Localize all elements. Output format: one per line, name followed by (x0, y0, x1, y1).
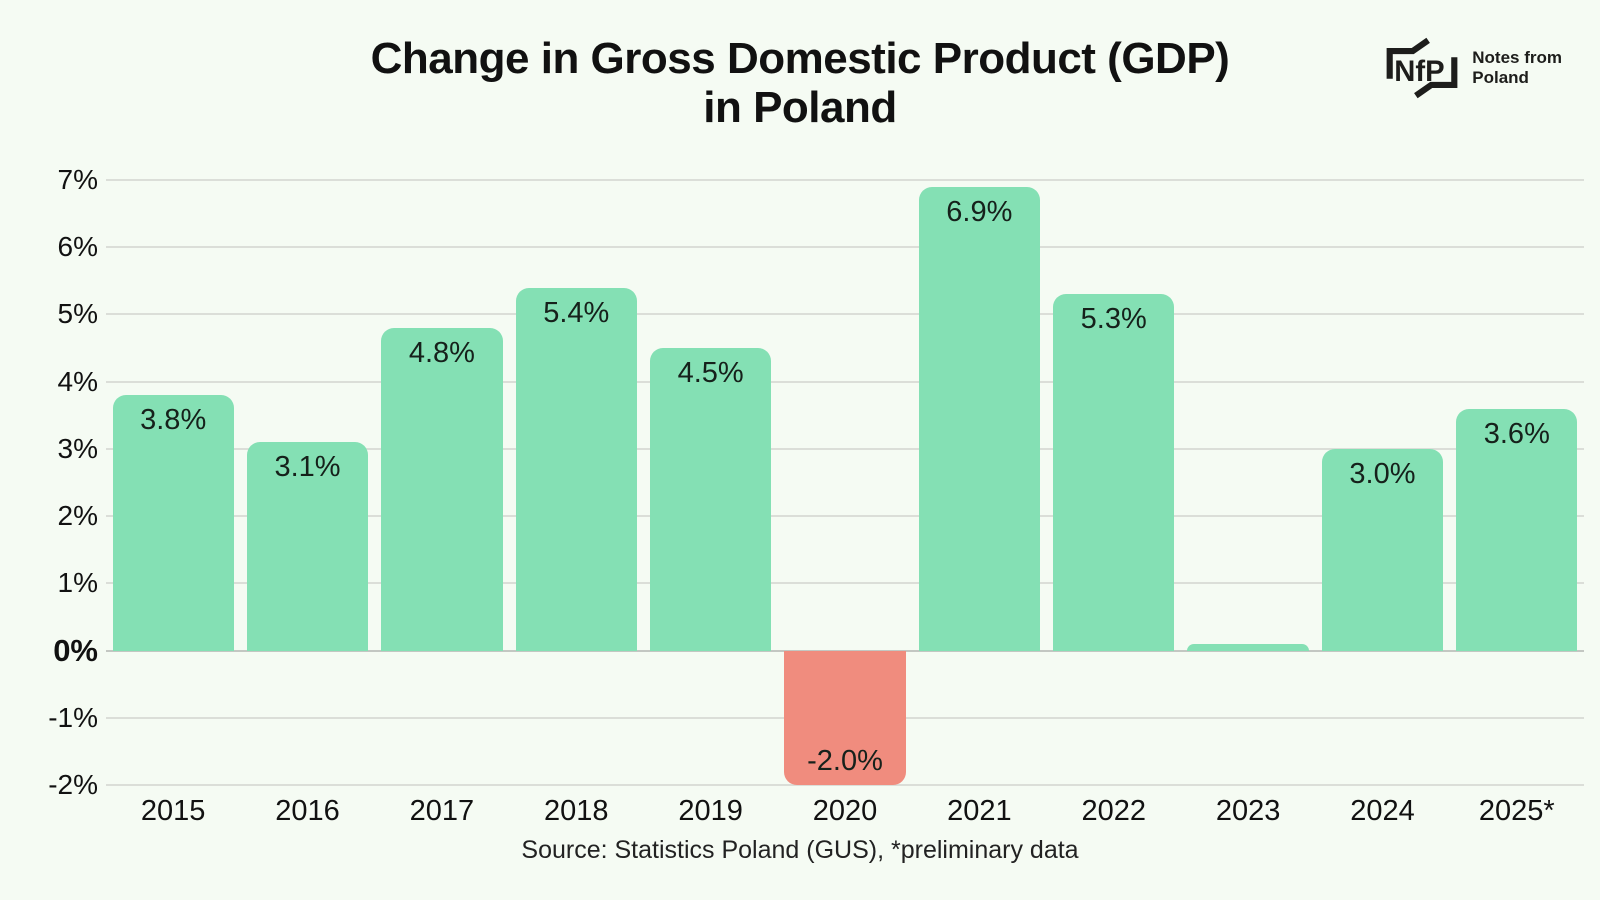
bar-2024: 3.0% (1321, 448, 1444, 651)
x-tick-label-2018: 2018 (544, 795, 609, 827)
y-axis-labels: 7% 6% 5% 4% 3% 2% 1% 0% -1% -2% (0, 164, 98, 800)
bar-value-label: 6.9% (946, 195, 1013, 228)
x-tick-label-2024: 2024 (1350, 795, 1415, 827)
page-title: Change in Gross Domestic Product (GDP) in… (0, 34, 1600, 133)
x-tick-label-2020: 2020 (812, 795, 878, 827)
x-tick-label-2019: 2019 (678, 795, 743, 827)
y-tick-label: 6% (57, 231, 98, 263)
bar-2025*: 3.6% (1456, 408, 1578, 651)
x-tick-label-2015: 2015 (140, 795, 206, 827)
y-tick-label: -1% (48, 701, 98, 733)
bar-2015: 3.8% (112, 395, 234, 651)
gridline (106, 447, 1584, 450)
y-tick-label: 1% (57, 567, 98, 599)
bar-2020: -2.0% (784, 650, 906, 785)
plot-area: 3.8% 3.1% 4.8% 5.4% 4.5% -2.0% 6.9% 5.3% 3.0% 3.6… (106, 179, 1584, 786)
x-axis-labels: 2015 2016 2017 2018 2019 2020 2021 2022 2023 2024… (106, 787, 1584, 831)
gridline (106, 582, 1584, 585)
gridline (106, 515, 1584, 518)
bar-2019: 4.5% (649, 348, 772, 651)
page-title-line2: in Poland (703, 83, 897, 133)
y-tick-label: 4% (57, 365, 98, 397)
bar-2021: 6.9% (918, 186, 1041, 651)
bar-2023 (1187, 643, 1309, 651)
y-tick-label: 0% (53, 632, 98, 668)
y-tick-label: 5% (57, 298, 98, 330)
bar-value-label: 3.8% (140, 404, 207, 437)
x-tick-label-2022: 2022 (1081, 795, 1146, 827)
bar-2022: 5.3% (1053, 294, 1175, 651)
x-tick-label-2017: 2017 (409, 795, 475, 827)
bar-2018: 5.4% (515, 287, 637, 651)
source-note: Source: Statistics Poland (GUS), *prelim… (521, 836, 1079, 864)
y-tick-label: 2% (57, 500, 98, 532)
bar-value-label: 3.6% (1483, 417, 1550, 450)
bar-value-label: 4.8% (408, 336, 475, 369)
x-tick-label-2025*: 2025* (1478, 795, 1555, 827)
bar-value-label: 3.1% (274, 451, 341, 484)
gridline (106, 313, 1584, 316)
gridline (106, 380, 1584, 383)
nfp-logo: NfP Notes from Poland (1382, 34, 1562, 102)
nfp-logo-wordmark: Notes from Poland (1472, 47, 1562, 87)
x-tick-label-2023: 2023 (1215, 795, 1281, 827)
nfp-logo-text: NfP (1395, 56, 1445, 88)
gridline (106, 784, 1584, 786)
bar-value-label: 5.3% (1080, 303, 1147, 336)
bar-2016: 3.1% (246, 442, 369, 651)
x-tick-label-2021: 2021 (947, 795, 1012, 827)
bar-value-label: 4.5% (677, 357, 744, 390)
gridline (106, 246, 1584, 249)
nfp-logo-brackets-icon: NfP (1386, 37, 1458, 99)
y-tick-label: 7% (57, 164, 98, 195)
page-title-line1: Change in Gross Domestic Product (GDP) (370, 34, 1230, 83)
bar-value-label: -2.0% (807, 744, 883, 777)
bar-value-label: 5.4% (543, 296, 610, 329)
x-tick-label-2016: 2016 (275, 795, 340, 827)
y-tick-label: 3% (57, 432, 98, 464)
bar-2017: 4.8% (381, 327, 503, 651)
gridline (106, 179, 1584, 181)
bar-value-label: 3.0% (1349, 457, 1416, 490)
y-tick-label: -2% (48, 769, 98, 800)
